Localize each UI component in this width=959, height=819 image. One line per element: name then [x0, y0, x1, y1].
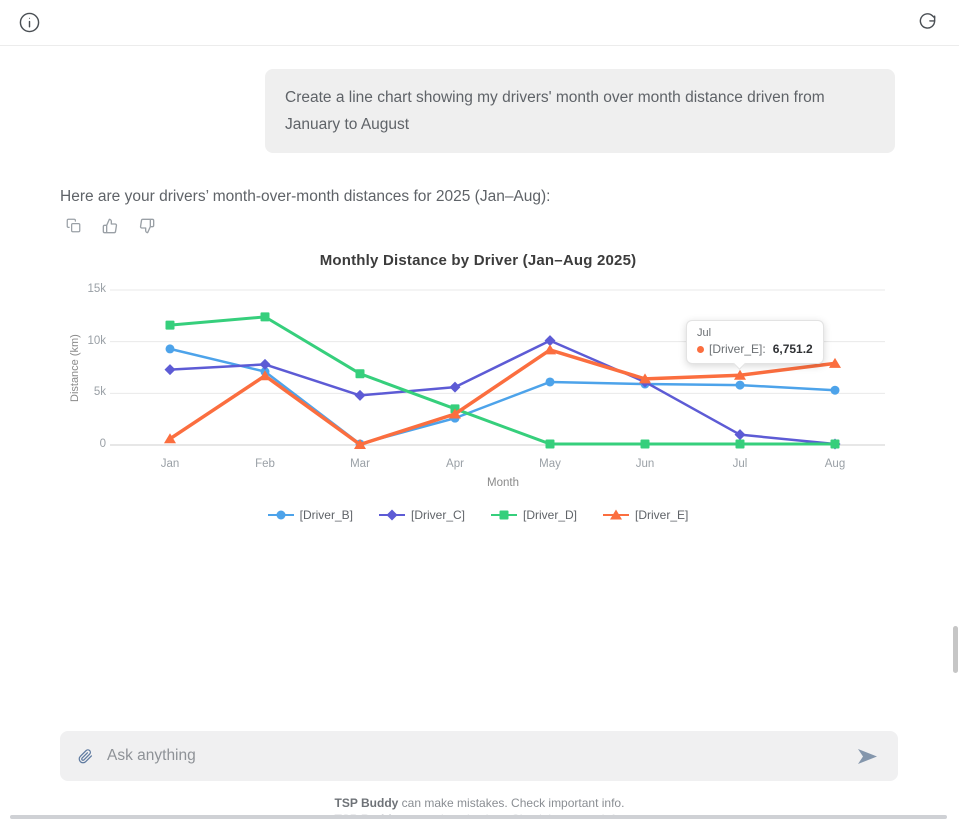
data-point[interactable]	[639, 373, 651, 384]
bottom-edge-bar	[10, 815, 947, 819]
message-actions	[66, 217, 155, 234]
legend-item[interactable]: [Driver_D]	[491, 508, 577, 522]
chart-plot-area[interactable]	[60, 273, 896, 463]
disclaimer-text: TSP Buddy can make mistakes. Check impor…	[334, 796, 625, 810]
x-axis-title: Month	[487, 477, 519, 489]
data-point[interactable]	[164, 433, 176, 444]
user-message-text: Create a line chart showing my drivers' …	[285, 89, 825, 133]
x-tick-label: Jul	[732, 458, 748, 470]
data-point[interactable]	[640, 439, 650, 449]
info-icon[interactable]	[19, 12, 40, 33]
data-point[interactable]	[449, 381, 461, 393]
chart-title: Monthly Distance by Driver (Jan–Aug 2025…	[319, 252, 637, 269]
data-point[interactable]	[830, 385, 840, 395]
brand-name: TSP Buddy	[334, 796, 399, 810]
tooltip-series-label: [Driver_E]:	[709, 342, 766, 356]
legend-marker-icon	[603, 509, 630, 520]
data-point[interactable]	[449, 408, 461, 419]
legend-marker-icon	[491, 510, 517, 520]
tooltip-row: [Driver_E]: 6,751.2	[697, 342, 813, 356]
x-tick-label: Feb	[255, 458, 275, 470]
data-point[interactable]	[735, 380, 745, 390]
scrollbar-thumb[interactable]	[953, 626, 958, 673]
x-tick-label: May	[539, 458, 561, 470]
data-point[interactable]	[545, 439, 555, 449]
x-tick-label: Aug	[824, 458, 846, 470]
copy-icon[interactable]	[66, 217, 81, 234]
legend-item[interactable]: [Driver_B]	[267, 508, 353, 522]
chart-legend: [Driver_B] [Driver_C] [Driver_D] [Driver_E]	[60, 508, 896, 522]
data-point[interactable]	[355, 369, 365, 379]
y-tick-label: 15k	[87, 283, 106, 295]
x-tick-label: Mar	[350, 458, 370, 470]
user-message-bubble: Create a line chart showing my drivers' …	[265, 69, 895, 153]
data-point[interactable]	[354, 389, 366, 401]
data-point[interactable]	[829, 357, 841, 368]
legend-marker-icon	[378, 509, 405, 521]
line-chart: Monthly Distance by Driver (Jan–Aug 2025…	[60, 246, 896, 546]
tooltip-series-dot	[697, 345, 704, 353]
legend-item[interactable]: [Driver_E]	[603, 508, 688, 522]
data-point[interactable]	[354, 438, 366, 449]
assistant-message-text: Here are your drivers’ month-over-month …	[60, 188, 551, 205]
y-tick-label: 10k	[87, 334, 106, 347]
data-point[interactable]	[259, 370, 271, 381]
tooltip-value: 6,751.2	[772, 342, 813, 356]
send-icon[interactable]	[855, 746, 880, 767]
data-point[interactable]	[734, 369, 746, 380]
data-point[interactable]	[544, 344, 556, 355]
data-point[interactable]	[165, 344, 175, 354]
data-point[interactable]	[735, 439, 745, 449]
data-point[interactable]	[734, 429, 746, 441]
y-tick-label: 5k	[93, 386, 106, 399]
data-point[interactable]	[259, 358, 271, 370]
thumbs-down-icon[interactable]	[139, 217, 155, 234]
composer	[60, 731, 898, 781]
y-tick-label: 0	[99, 438, 106, 450]
data-point[interactable]	[545, 377, 555, 387]
data-point[interactable]	[165, 320, 175, 330]
data-point[interactable]	[260, 312, 270, 322]
data-point[interactable]	[830, 439, 840, 449]
legend-label: [Driver_C]	[410, 508, 465, 522]
top-bar	[0, 0, 959, 46]
legend-marker-icon	[267, 510, 294, 520]
legend-item[interactable]: [Driver_C]	[378, 508, 465, 522]
refresh-icon[interactable]	[918, 13, 937, 32]
x-tick-label: Apr	[446, 458, 464, 470]
legend-label: [Driver_E]	[635, 508, 689, 522]
data-point[interactable]	[544, 335, 556, 347]
data-point[interactable]	[164, 364, 176, 376]
chat-input[interactable]	[107, 747, 855, 765]
x-tick-label: Jan	[160, 458, 180, 470]
thumbs-up-icon[interactable]	[102, 217, 118, 234]
legend-label: [Driver_D]	[523, 508, 578, 522]
attach-file-icon[interactable]	[78, 748, 93, 765]
tooltip-month: Jul	[697, 327, 712, 339]
legend-label: [Driver_B]	[299, 508, 353, 522]
x-tick-label: Jun	[635, 458, 655, 470]
chart-tooltip: Jul [Driver_E]: 6,751.2	[686, 320, 824, 370]
